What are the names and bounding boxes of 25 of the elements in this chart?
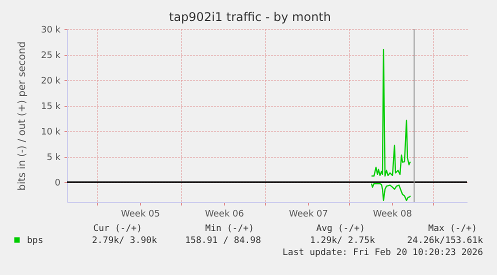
chart-title: tap902i1 traffic - by month — [169, 10, 331, 24]
y-tick-label: 25 k — [40, 51, 62, 62]
y-tick-label: 15 k — [40, 102, 62, 112]
text: Avg (-/+) — [316, 224, 365, 234]
y-axis-title: bits in (-) / out (+) per second — [16, 41, 28, 191]
y-tick-label: 0 — [54, 178, 61, 189]
text: 24.26k/153.61k — [407, 236, 484, 246]
x-tick-label: Week 08 — [373, 210, 412, 220]
text: Min (-/+) — [205, 224, 254, 234]
text: Last update: Fri Feb 20 10:20:23 2026 — [282, 248, 483, 258]
y-tick-label: 10 k — [40, 128, 62, 138]
x-tick-label: Week 06 — [205, 210, 244, 220]
x-tick-label: Week 07 — [289, 210, 328, 220]
y-tick-label: 30 k — [40, 26, 62, 36]
text: 2.79k/ 3.90k — [92, 236, 158, 246]
x-tick-label: Week 05 — [121, 210, 160, 220]
line-series — [370, 48, 412, 177]
line-series — [370, 183, 412, 202]
text: Cur (-/+) — [93, 224, 142, 234]
text: 1.29k/ 2.75k — [310, 236, 376, 246]
legend-label: bps — [27, 236, 44, 246]
text: 158.91 / 84.98 — [185, 236, 261, 246]
text: Max (-/+) — [428, 224, 477, 234]
y-tick-label: 5 k — [46, 153, 62, 164]
y-tick-label: 20 k — [40, 76, 62, 87]
